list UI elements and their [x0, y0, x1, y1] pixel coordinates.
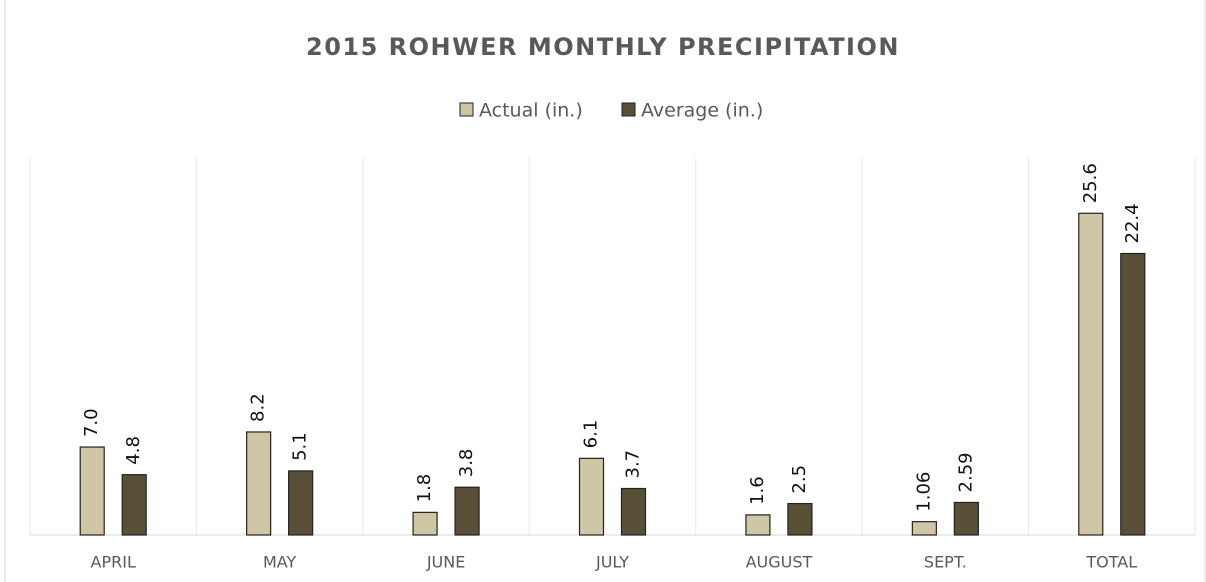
legend-label: Average (in.) [641, 100, 763, 122]
bar [911, 521, 937, 536]
bar [578, 457, 605, 536]
legend-swatch [459, 102, 474, 117]
bar [1078, 212, 1104, 536]
data-label: 22.4 [1122, 203, 1143, 243]
x-tick-label: SEPT. [924, 553, 967, 572]
x-tick-label: MAY [263, 553, 297, 572]
bar [787, 502, 813, 536]
bar [79, 446, 105, 536]
bar [454, 486, 480, 536]
bar [953, 501, 979, 536]
data-label: 7.0 [81, 408, 102, 437]
x-tick-label: APRIL [91, 553, 136, 572]
chart-frame [4, 0, 1206, 582]
legend-swatch [621, 102, 636, 117]
data-label: 5.1 [290, 432, 311, 461]
x-tick-label: JUNE [426, 553, 466, 572]
data-label: 8.2 [248, 393, 269, 422]
bar [745, 514, 771, 536]
data-label: 3.7 [623, 450, 644, 479]
bar [620, 487, 647, 536]
x-tick-label: JULY [595, 553, 629, 572]
data-label: 4.8 [123, 436, 144, 465]
legend-label: Actual (in.) [479, 100, 583, 122]
data-label: 2.5 [789, 465, 810, 494]
bar [412, 511, 438, 536]
bar [1120, 252, 1146, 536]
x-tick-label: AUGUST [746, 553, 813, 572]
bar [121, 474, 147, 536]
chart-title: 2015 ROHWER MONTHLY PRECIPITATION [306, 33, 900, 61]
data-label: 1.06 [913, 472, 934, 512]
bar [246, 431, 272, 536]
x-tick-label: TOTAL [1085, 553, 1137, 572]
data-label: 1.8 [414, 474, 435, 503]
bar [288, 470, 314, 536]
data-label: 6.1 [581, 420, 602, 449]
data-label: 25.6 [1080, 163, 1101, 203]
data-label: 3.8 [456, 449, 477, 478]
data-label: 1.6 [747, 476, 768, 505]
data-label: 2.59 [955, 452, 976, 492]
